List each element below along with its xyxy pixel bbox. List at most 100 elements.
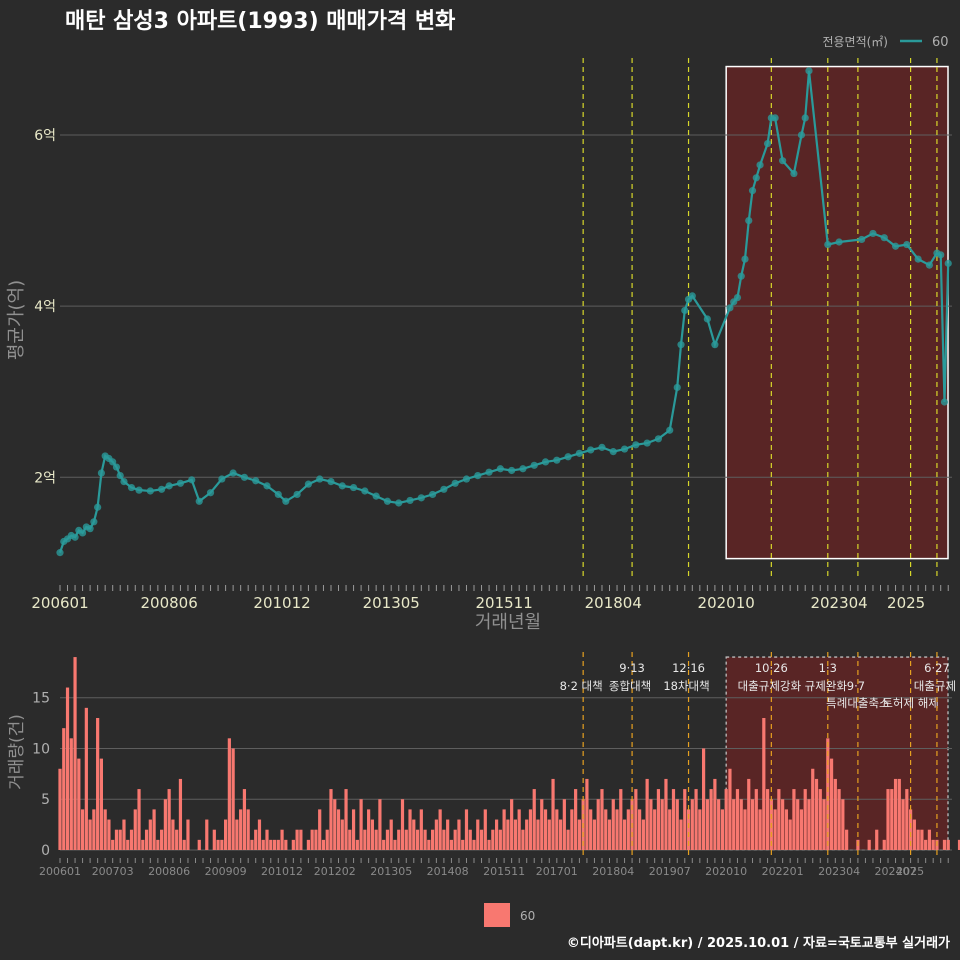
x-tick-label: 2025 [896, 865, 924, 878]
price-point [703, 315, 711, 323]
x-tick-label: 201305 [363, 594, 420, 612]
policy-label: 대출규제강화 [738, 679, 802, 693]
volume-bar [574, 789, 578, 850]
volume-bar [103, 809, 107, 850]
price-point [485, 468, 493, 476]
volume-bar [781, 799, 785, 850]
volume-bar [735, 789, 740, 850]
volume-bar [829, 758, 834, 850]
price-point [797, 131, 806, 139]
price-point [541, 458, 550, 466]
volume-bar [750, 799, 755, 850]
volume-bar [107, 819, 111, 850]
volume-bar [641, 819, 645, 850]
x-tick-label: 202010 [698, 594, 755, 612]
price-point [925, 261, 934, 269]
volume-bar [592, 819, 597, 850]
price-point [726, 304, 734, 312]
price-point [127, 483, 136, 492]
volume-bar [171, 819, 175, 850]
volume-bar [604, 809, 608, 850]
volume-bar [626, 809, 630, 850]
volume-bar [412, 819, 416, 850]
volume-bar [73, 657, 77, 850]
volume-bar [272, 839, 277, 850]
volume-bar [886, 789, 890, 850]
volume-bar [483, 809, 487, 850]
price-point [790, 169, 798, 178]
price-point [711, 341, 719, 349]
volume-bar [355, 839, 359, 850]
volume-bar [762, 718, 766, 850]
x-tick-label: 202304 [818, 865, 860, 878]
volume-bar [743, 809, 747, 850]
volume-bar [434, 819, 438, 850]
y-tick-label: 4억 [34, 299, 56, 315]
volume-bar [114, 829, 119, 850]
price-point [940, 398, 949, 406]
volume-bar [683, 789, 687, 850]
price-point [620, 445, 629, 453]
volume-bar [69, 738, 73, 850]
volume-bar [464, 809, 469, 850]
volume-bar [461, 839, 465, 850]
price-point [903, 240, 911, 249]
volume-bar [525, 819, 529, 850]
policy-label: 1·3 [819, 661, 837, 675]
volume-bar [408, 809, 412, 850]
volume-bar [807, 799, 811, 850]
volume-bar [261, 839, 265, 850]
volume-bar [88, 819, 92, 850]
price-point [880, 234, 888, 242]
volume-bar [160, 829, 164, 850]
volume-bar [148, 819, 152, 850]
price-point [643, 439, 651, 447]
volume-bar [724, 789, 728, 850]
x-tick-label: 202304 [810, 594, 867, 612]
price-point [587, 446, 595, 454]
y-tick-label: 5 [41, 792, 50, 808]
volume-bar [318, 809, 322, 850]
volume-bar [269, 839, 273, 850]
bottom-legend-swatch [484, 903, 510, 927]
volume-bar [457, 819, 461, 850]
price-point [327, 477, 335, 486]
volume-bar [118, 829, 122, 850]
volume-bar [589, 809, 593, 850]
volume-bar [822, 799, 826, 850]
volume-bar [333, 799, 337, 850]
price-point [97, 469, 106, 477]
volume-bar [562, 799, 566, 850]
volume-bar [698, 809, 702, 850]
price-point [86, 525, 94, 533]
volume-bar [649, 799, 653, 850]
price-point [361, 487, 369, 495]
volume-bar [197, 839, 201, 850]
volume-bar [498, 829, 502, 850]
x-tick-label: 201511 [483, 865, 525, 878]
price-point [763, 139, 772, 148]
volume-bar [686, 809, 691, 850]
volume-bar [212, 829, 216, 850]
volume-bar [867, 839, 871, 850]
volume-bar [427, 839, 431, 850]
volume-bar [615, 809, 619, 850]
policy-label: 토허제 해제 [882, 696, 939, 710]
x-tick-label: 201804 [585, 594, 642, 612]
volume-bar [178, 778, 183, 850]
bottom-legend-label: 60 [520, 909, 535, 923]
volume-bar [653, 809, 657, 850]
x-tick-label: 201408 [427, 865, 469, 878]
volume-bar [468, 829, 472, 850]
volume-bar [487, 839, 491, 850]
volume-bar [728, 768, 732, 850]
price-point [771, 114, 779, 122]
volume-bar [186, 819, 190, 850]
volume-bar [295, 829, 299, 850]
price-point [891, 242, 900, 250]
volume-bar [664, 778, 668, 850]
price-point [805, 67, 813, 75]
price-point [677, 341, 685, 349]
volume-bar [528, 809, 533, 850]
volume-bar [875, 829, 879, 850]
